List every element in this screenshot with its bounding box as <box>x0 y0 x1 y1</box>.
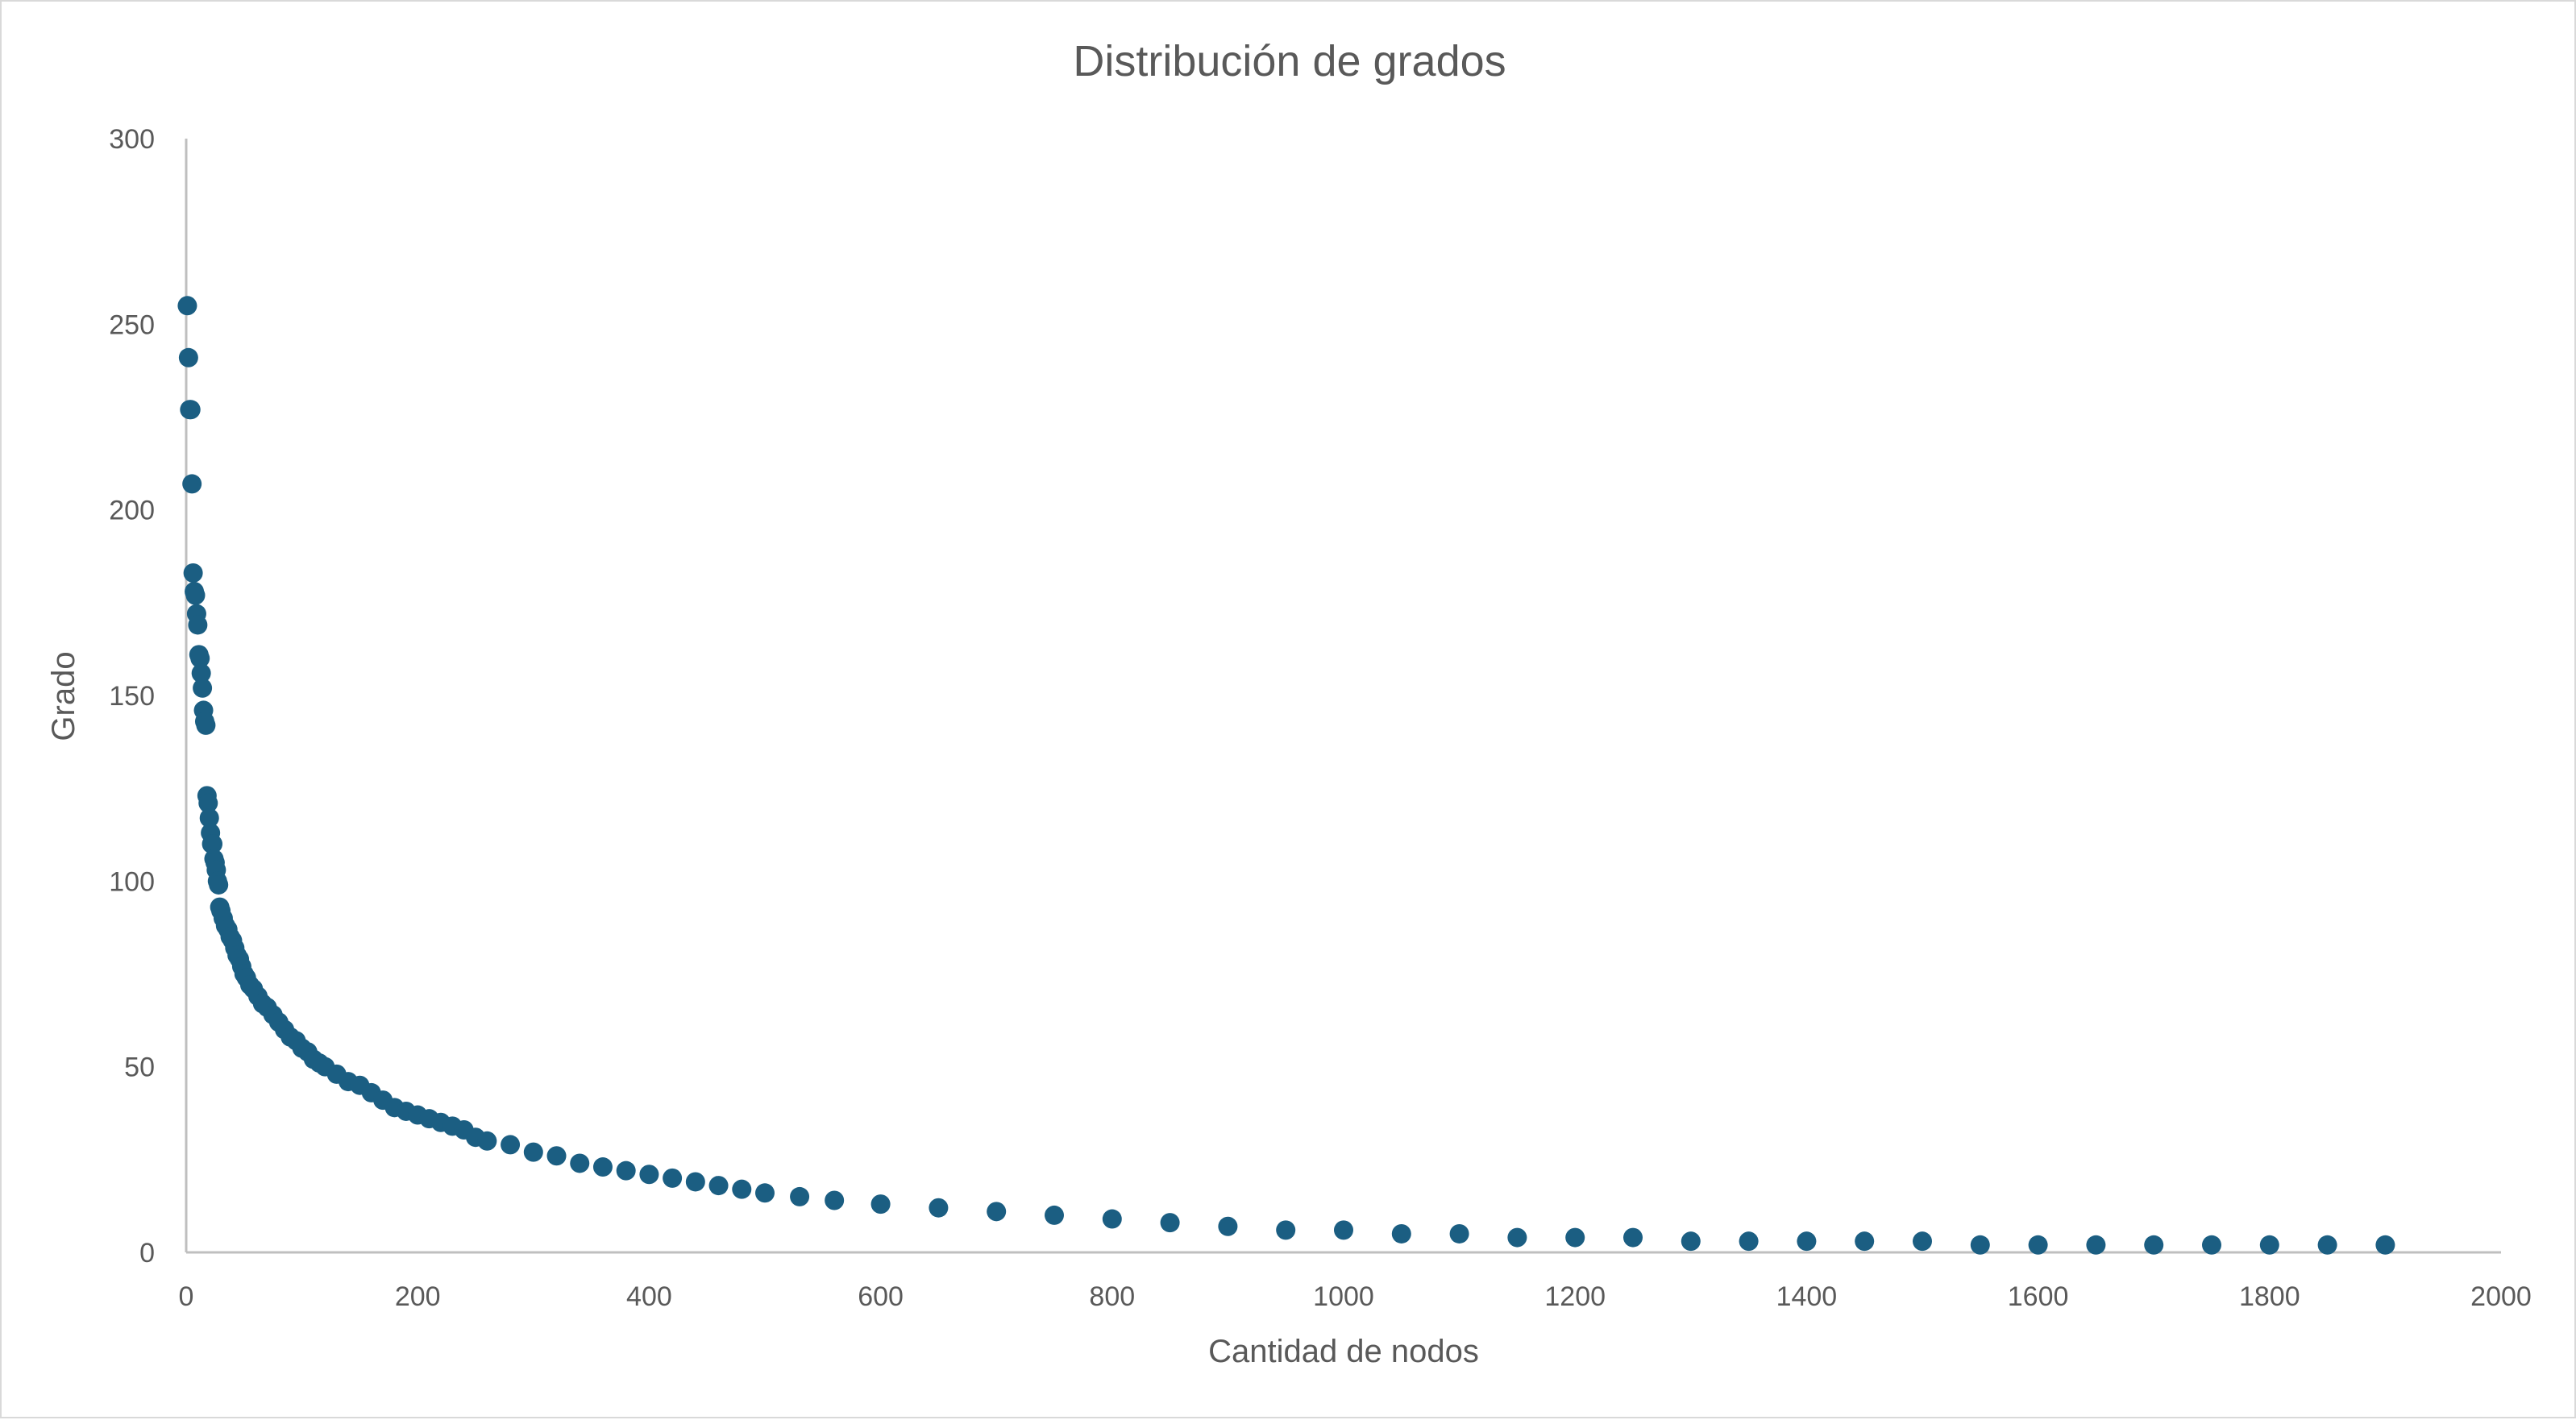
data-point <box>708 1176 729 1196</box>
data-point <box>501 1135 521 1155</box>
data-point <box>1739 1231 1759 1252</box>
data-point <box>190 648 210 668</box>
data-point <box>790 1186 810 1206</box>
y-tick-label: 100 <box>109 866 155 897</box>
x-tick-label: 0 <box>179 1281 194 1312</box>
chart-title: Distribución de grados <box>1073 37 1506 85</box>
data-point <box>546 1146 567 1166</box>
y-tick-label: 50 <box>124 1053 155 1083</box>
data-point <box>209 874 229 895</box>
x-tick-label: 1000 <box>1313 1281 1374 1312</box>
data-point <box>477 1131 497 1151</box>
data-point <box>178 347 198 367</box>
x-tick-label: 600 <box>858 1281 904 1312</box>
data-point <box>639 1165 659 1185</box>
y-axis-ticks: 0 50 100 150 200 250 300 <box>109 124 155 1268</box>
data-point <box>1913 1231 1932 1252</box>
data-point <box>1334 1220 1353 1240</box>
data-point <box>2317 1235 2337 1255</box>
data-points <box>177 296 2395 1255</box>
data-point <box>182 474 202 494</box>
y-tick-label: 300 <box>109 124 155 155</box>
data-point <box>685 1172 705 1192</box>
data-point <box>1681 1231 1701 1252</box>
data-point <box>198 793 218 813</box>
data-point <box>177 296 197 316</box>
data-point <box>592 1157 613 1177</box>
data-point <box>1797 1231 1817 1252</box>
data-point <box>2086 1235 2106 1255</box>
x-tick-label: 1200 <box>1544 1281 1606 1312</box>
data-point <box>663 1168 683 1188</box>
data-point <box>1623 1227 1643 1248</box>
y-tick-label: 150 <box>109 681 155 712</box>
y-tick-label: 200 <box>109 496 155 526</box>
data-point <box>183 563 203 583</box>
data-point <box>1855 1231 1875 1252</box>
data-point <box>185 585 206 605</box>
data-point <box>191 663 211 683</box>
data-point <box>2144 1235 2164 1255</box>
data-point <box>2375 1235 2395 1255</box>
x-axis-title: Cantidad de nodos <box>1208 1334 1479 1369</box>
data-point <box>929 1198 949 1218</box>
y-axis-title: Grado <box>46 651 81 741</box>
x-tick-label: 200 <box>395 1281 441 1312</box>
data-point <box>755 1183 775 1203</box>
x-tick-label: 1800 <box>2239 1281 2300 1312</box>
data-point <box>1045 1205 1064 1225</box>
x-tick-label: 1600 <box>2008 1281 2069 1312</box>
x-tick-label: 1400 <box>1776 1281 1838 1312</box>
data-point <box>196 715 216 735</box>
data-point <box>181 400 201 420</box>
data-point <box>188 615 208 635</box>
data-point <box>2259 1235 2279 1255</box>
data-point <box>616 1160 636 1181</box>
y-tick-label: 250 <box>109 309 155 340</box>
data-point <box>1160 1213 1180 1233</box>
data-point <box>987 1202 1007 1222</box>
x-tick-label: 2000 <box>2470 1281 2532 1312</box>
data-point <box>1970 1235 1990 1255</box>
data-point <box>2028 1235 2048 1255</box>
data-point <box>1391 1223 1411 1244</box>
data-point <box>2202 1235 2221 1255</box>
x-axis-ticks: 0 200 400 600 800 1000 1200 1400 1600 1800 2000 <box>179 1281 2532 1312</box>
data-point <box>570 1153 590 1173</box>
data-point <box>523 1142 543 1162</box>
data-point <box>825 1190 845 1210</box>
data-point <box>203 834 223 854</box>
data-point <box>1218 1216 1238 1236</box>
data-point <box>1102 1209 1122 1229</box>
data-point <box>1565 1227 1585 1248</box>
data-point <box>732 1179 752 1199</box>
data-point <box>1449 1223 1469 1244</box>
x-tick-label: 800 <box>1089 1281 1135 1312</box>
y-tick-label: 0 <box>139 1238 155 1268</box>
data-point <box>870 1194 891 1214</box>
x-tick-label: 400 <box>626 1281 672 1312</box>
data-point <box>1507 1227 1527 1248</box>
data-point <box>199 808 219 828</box>
data-point <box>193 678 213 698</box>
data-point <box>1276 1220 1296 1240</box>
